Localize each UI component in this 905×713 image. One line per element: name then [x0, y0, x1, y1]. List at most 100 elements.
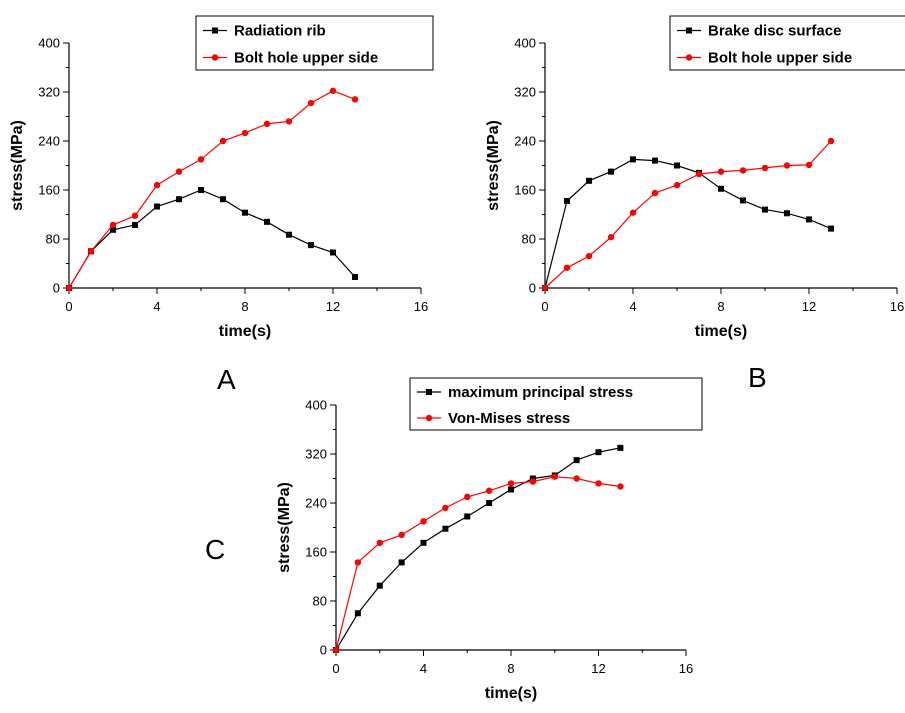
series-line [335, 476, 621, 651]
data-point [354, 610, 361, 617]
legend-label: Von-Mises stress [448, 410, 570, 427]
legend-label: maximum principal stress [448, 384, 633, 401]
y-tick-label: 0 [529, 281, 536, 296]
y-axis-title: stress(MPa) [276, 482, 293, 573]
y-tick-label: 400 [305, 398, 327, 413]
data-point [739, 167, 747, 174]
x-axis-title: time(s) [485, 685, 537, 702]
y-axis-title: stress(MPa) [485, 120, 502, 211]
data-point [398, 531, 405, 539]
y-tick-label: 240 [514, 134, 536, 149]
data-point [541, 284, 549, 292]
legend-marker [685, 54, 693, 61]
y-axis-title: stress(MPa) [9, 120, 26, 211]
data-point [595, 449, 602, 456]
data-point [132, 221, 138, 228]
y-tick-label: 80 [522, 232, 536, 247]
series-black [542, 156, 834, 291]
data-point [398, 559, 405, 566]
data-point [717, 168, 725, 175]
series-line [544, 158, 832, 289]
data-point [420, 539, 427, 546]
y-tick-label: 320 [514, 85, 536, 100]
data-point [220, 196, 226, 203]
y-tick-label: 80 [46, 232, 60, 247]
data-point [673, 181, 681, 189]
y-tick-label: 160 [38, 183, 60, 198]
y-tick-label: 240 [305, 496, 327, 511]
data-point [783, 162, 791, 169]
series-red [541, 137, 835, 292]
data-point [529, 478, 537, 485]
data-point [285, 118, 293, 125]
x-tick-label: 12 [802, 299, 816, 314]
data-point [586, 177, 592, 184]
data-point [420, 518, 427, 525]
x-tick-label: 16 [679, 661, 693, 676]
data-point [354, 559, 362, 566]
data-point [652, 157, 658, 164]
data-point [241, 129, 249, 137]
data-point [718, 185, 724, 192]
series-line [68, 90, 356, 289]
data-point [263, 120, 271, 128]
data-point [219, 137, 227, 145]
y-tick-label: 80 [313, 594, 327, 609]
data-point [674, 162, 680, 169]
data-point [351, 96, 359, 103]
y-tick-label: 240 [38, 134, 60, 149]
x-tick-label: 0 [541, 299, 548, 314]
legend-box [669, 15, 905, 71]
data-point [176, 196, 182, 203]
x-tick-label: 8 [507, 661, 514, 676]
x-tick-label: 16 [414, 299, 428, 314]
legend: maximum principal stress Von-Mises stress [409, 377, 703, 431]
legend-marker [426, 389, 432, 395]
data-point [607, 233, 615, 241]
data-point [154, 203, 160, 210]
data-point [87, 248, 95, 255]
x-tick-label: 12 [591, 661, 605, 676]
data-point [376, 539, 383, 547]
data-point [564, 198, 570, 205]
data-point [131, 212, 139, 219]
y-tick-label: 0 [320, 643, 327, 658]
x-tick-label: 4 [153, 299, 160, 314]
y-tick-label: 400 [514, 36, 536, 51]
legend-marker [211, 54, 219, 61]
data-point [608, 168, 614, 175]
x-axis-title: time(s) [219, 323, 271, 340]
data-point [110, 226, 116, 233]
data-point [585, 252, 593, 260]
data-point [197, 156, 205, 163]
data-point [551, 473, 558, 480]
data-point [352, 273, 358, 280]
legend-marker [425, 414, 433, 422]
x-tick-label: 16 [890, 299, 904, 314]
x-tick-label: 0 [65, 299, 72, 314]
data-point [242, 209, 248, 216]
data-point [761, 164, 769, 172]
data-point [65, 284, 73, 292]
data-point [198, 187, 204, 193]
panel-label-c: C [205, 534, 226, 565]
chart-c: 0 4 8 12 16080160240320400time(s)stress(MPa)… [276, 377, 703, 702]
data-point [464, 493, 471, 501]
data-point [442, 504, 449, 512]
data-point [695, 170, 703, 178]
series-black [66, 187, 358, 291]
x-tick-label: 8 [241, 299, 248, 314]
data-point [307, 99, 315, 107]
y-tick-label: 160 [305, 545, 327, 560]
data-point [563, 264, 571, 271]
data-point [573, 457, 580, 464]
legend-marker [686, 27, 692, 34]
data-point [629, 209, 637, 216]
data-point [308, 242, 314, 249]
data-point [762, 206, 768, 213]
data-point [507, 480, 515, 487]
data-point [464, 513, 471, 520]
y-tick-label: 320 [38, 85, 60, 100]
y-tick-label: 320 [305, 447, 327, 462]
